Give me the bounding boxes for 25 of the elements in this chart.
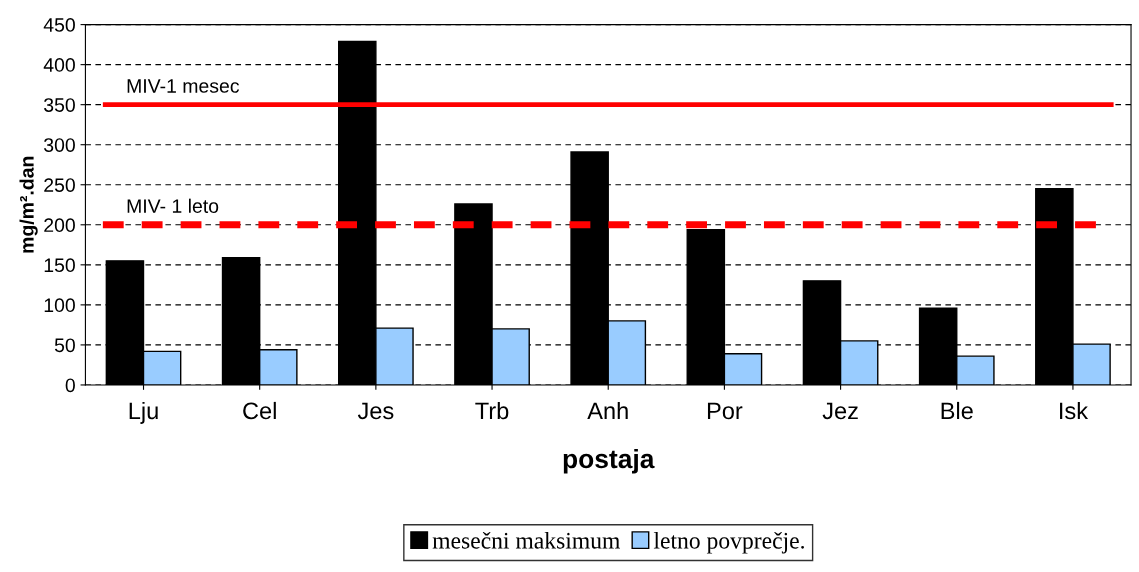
x-tick-label: Jez <box>822 402 858 420</box>
legend-label: mesečni maksimum <box>432 532 620 549</box>
legend-label: letno povprečje. <box>653 532 804 554</box>
y-tick-label: 50 <box>54 338 75 353</box>
y-tick-label: 0 <box>65 378 75 393</box>
y-tick-label: 450 <box>43 18 75 32</box>
y-tick-label: 150 <box>44 258 75 273</box>
ref-line-label: MIV- 1 leto <box>127 198 219 213</box>
ref-line-label: MIV-1 mesec <box>127 79 240 93</box>
y-tick-label: 300 <box>44 138 75 152</box>
x-tick-label: Lju <box>129 401 158 424</box>
x-tick-label: Ble <box>941 401 973 420</box>
x-tick-label: Cel <box>243 401 276 420</box>
x-tick-label: Trb <box>475 401 509 420</box>
x-tick-label: Jes <box>357 402 394 420</box>
x-tick-label: Anh <box>587 401 628 419</box>
y-tick-label: 400 <box>43 58 75 72</box>
y-tick-label: 250 <box>44 178 75 192</box>
y-tick-label: 200 <box>44 218 75 233</box>
y-axis-title: mg/m².dan <box>19 156 38 253</box>
x-tick-label: Por <box>707 402 743 420</box>
x-tick-label: Isk <box>1060 401 1089 420</box>
y-tick-label: 100 <box>44 298 75 313</box>
x-axis-title: postaja <box>563 448 655 474</box>
y-tick-label: 350 <box>44 98 75 112</box>
